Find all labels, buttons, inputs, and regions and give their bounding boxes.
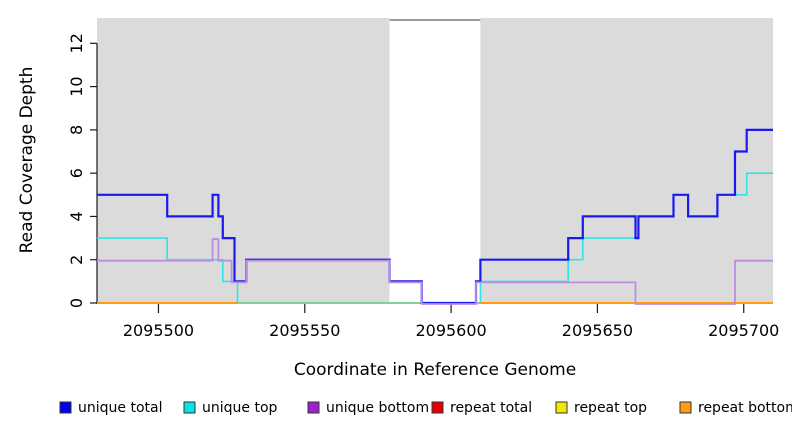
legend-label-unique-total: unique total — [78, 400, 162, 416]
plot-region-repeat-region-left — [97, 18, 390, 303]
plot-region-unique-gap-region — [389, 18, 481, 303]
y-axis-tick-label: 0 — [67, 298, 86, 308]
legend-label-unique-top: unique top — [202, 400, 278, 416]
legend-swatch-repeat-bottom — [679, 401, 692, 414]
y-axis-tick-label: 4 — [67, 211, 86, 221]
legend-label-unique-bottom: unique bottom — [326, 400, 429, 416]
y-axis-tick-label: 8 — [67, 125, 86, 135]
legend-swatch-unique-bottom — [307, 401, 320, 414]
x-axis-tick-label: 2095500 — [123, 321, 194, 340]
legend-swatch-repeat-total — [431, 401, 444, 414]
legend-swatch-unique-total — [59, 401, 72, 414]
legend-label-repeat-bottom: repeat bottom — [698, 400, 792, 416]
y-axis-tick-label: 10 — [67, 76, 86, 96]
plot-region-repeat-region-right — [480, 18, 773, 303]
legend-label-repeat-total: repeat total — [450, 400, 532, 416]
x-axis-tick-label: 2095550 — [269, 321, 340, 340]
legend-swatch-unique-top — [183, 401, 196, 414]
x-axis-tick-label: 2095700 — [708, 321, 779, 340]
x-axis-tick-label: 2095650 — [562, 321, 633, 340]
x-axis-tick-label: 2095600 — [415, 321, 486, 340]
series-unique-bottom-line — [97, 238, 773, 305]
y-axis-title: Read Coverage Depth — [17, 67, 37, 254]
series-unique-total-line — [97, 128, 773, 305]
y-axis-tick-label: 6 — [67, 168, 86, 178]
plot-generated-group: 0 2 4 6 8 10 12 2095500 2095550 2095600 2095650 209… — [59, 18, 792, 416]
y-axis-tick-label: 2 — [67, 255, 86, 265]
x-axis-title: Coordinate in Reference Genome — [294, 360, 576, 380]
legend-label-repeat-top: repeat top — [574, 400, 647, 416]
y-axis-tick-label: 12 — [67, 33, 86, 53]
legend-swatch-repeat-top — [555, 401, 568, 414]
